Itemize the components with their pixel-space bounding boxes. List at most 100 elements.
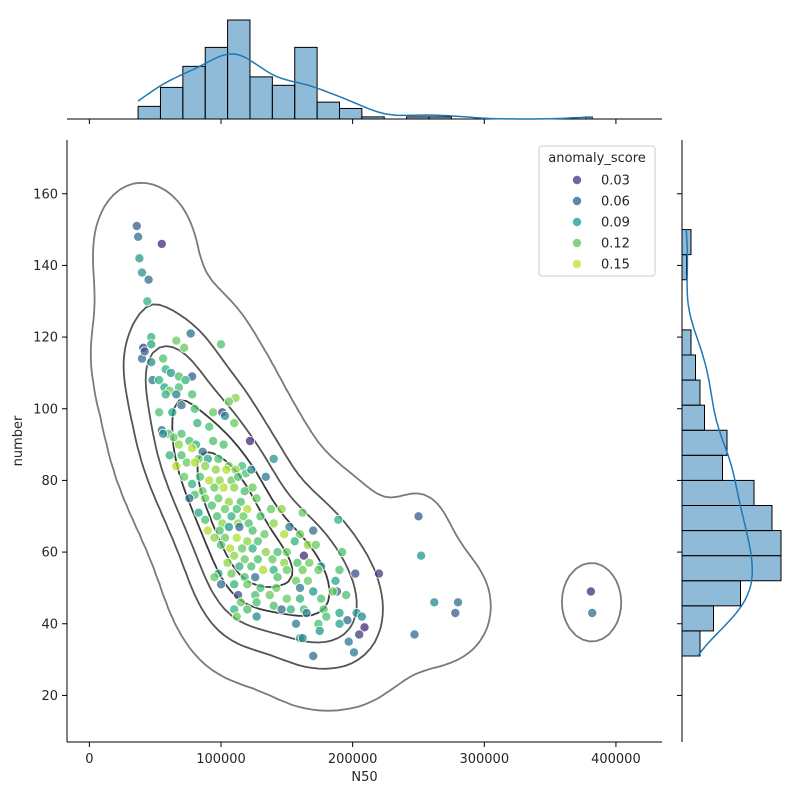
scatter-point	[359, 622, 370, 633]
y-hist-bar	[681, 379, 701, 406]
legend-entry-label: 0.03	[601, 174, 630, 189]
scatter-point	[215, 539, 226, 550]
scatter-point	[238, 511, 249, 522]
scatter-point	[333, 514, 344, 525]
y-hist-bar	[681, 404, 705, 431]
y-tick-label: 60	[41, 546, 58, 561]
scatter-point	[208, 435, 219, 446]
scatter-point	[239, 554, 250, 565]
scatter-point	[167, 407, 178, 418]
y-hist-bar	[681, 555, 782, 582]
scatter-point	[327, 586, 338, 597]
scatter-point	[179, 342, 190, 353]
scatter-point	[250, 572, 261, 583]
scatter-point	[209, 482, 220, 493]
kde-contour-line	[144, 345, 358, 644]
scatter-point	[268, 453, 279, 464]
scatter-point	[210, 464, 221, 475]
scatter-point	[251, 597, 262, 608]
scatter-point	[176, 450, 187, 461]
scatter-point	[292, 557, 303, 568]
scatter-point	[285, 604, 296, 615]
legend: anomaly_score 0.03 0.06 0.09 0.12 0.15	[538, 145, 656, 277]
scatter-point	[234, 522, 245, 533]
scatter-point	[334, 565, 345, 576]
scatter-point	[214, 525, 225, 536]
scatter-point	[260, 471, 271, 482]
scatter-point	[187, 389, 198, 400]
legend-box	[538, 145, 656, 277]
scatter-point	[231, 532, 242, 543]
scatter-point	[314, 625, 325, 636]
scatter-point	[284, 522, 295, 533]
scatter-point	[264, 590, 275, 601]
scatter-point	[373, 568, 384, 579]
scatter-point	[260, 547, 271, 558]
scatter-point	[179, 471, 190, 482]
scatter-point	[276, 504, 287, 515]
x-tick-label: 400000	[591, 752, 641, 767]
scatter-point	[160, 389, 171, 400]
scatter-point	[334, 618, 345, 629]
scatter-point	[585, 586, 596, 597]
y-tick-label: 80	[41, 474, 58, 489]
kde-contour-line	[89, 181, 623, 712]
scatter-point	[146, 357, 157, 368]
y-tick-label: 40	[41, 617, 58, 632]
scatter-point	[222, 557, 233, 568]
scatter-point	[229, 550, 240, 561]
scatter-point	[308, 651, 319, 662]
scatter-point	[204, 475, 215, 486]
scatter-point	[301, 608, 312, 619]
scatter-point	[194, 471, 205, 482]
scatter-point	[259, 529, 270, 540]
scatter-point	[258, 565, 269, 576]
y-hist-bar	[681, 630, 701, 657]
scatter-point	[204, 421, 215, 432]
scatter-point	[193, 507, 204, 518]
scatter-point	[187, 478, 198, 489]
scatter-point	[354, 629, 365, 640]
scatter-point	[450, 608, 461, 619]
scatter-point	[231, 611, 242, 622]
scatter-point	[229, 579, 240, 590]
scatter-point	[213, 453, 224, 464]
scatter-point	[218, 482, 229, 493]
scatter-points	[131, 220, 598, 662]
scatter-point	[215, 579, 226, 590]
scatter-point	[348, 647, 359, 658]
scatter-point	[290, 618, 301, 629]
x-tick-label: 300000	[459, 752, 509, 767]
legend-marker	[572, 216, 583, 227]
scatter-point	[452, 597, 463, 608]
scatter-point	[267, 554, 278, 565]
y-marginal-kde	[685, 229, 754, 657]
legend-title: anomaly_score	[548, 151, 646, 166]
y-hist-bar	[681, 429, 728, 456]
scatter-point	[233, 471, 244, 482]
scatter-point	[234, 561, 245, 572]
scatter-point	[304, 557, 315, 568]
scatter-point	[252, 536, 263, 547]
scatter-point	[289, 536, 300, 547]
legend-marker	[572, 174, 583, 185]
scatter-point	[247, 482, 258, 493]
scatter-point	[189, 403, 200, 414]
scatter-point	[356, 611, 367, 622]
scatter-point	[139, 346, 150, 357]
legend-marker	[572, 195, 583, 206]
scatter-point	[156, 238, 167, 249]
y-marginal-histogram	[681, 140, 782, 742]
scatter-point	[242, 536, 253, 547]
scatter-point	[268, 518, 279, 529]
scatter-point	[308, 525, 319, 536]
scatter-point	[171, 461, 182, 472]
scatter-point	[294, 529, 305, 540]
scatter-point	[185, 328, 196, 339]
scatter-point	[350, 568, 361, 579]
scatter-point	[297, 565, 308, 576]
scatter-point	[215, 339, 226, 350]
scatter-point	[219, 410, 230, 421]
scatter-point	[223, 396, 234, 407]
